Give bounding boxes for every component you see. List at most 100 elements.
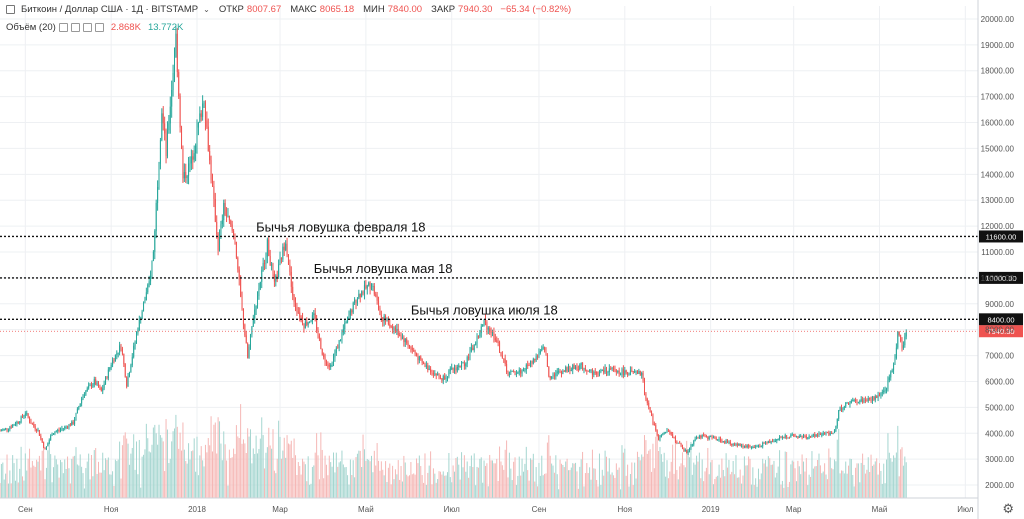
settings-icon[interactable] (70, 23, 80, 32)
volume-bar (656, 434, 658, 498)
candle-body (159, 140, 161, 164)
volume-bar (72, 456, 74, 498)
candle-body (411, 347, 413, 351)
candle-body (50, 435, 52, 441)
volume-bar (396, 474, 398, 498)
volume-bar (102, 452, 104, 498)
volume-bar (454, 471, 456, 498)
volume-bar (683, 465, 685, 498)
volume-bar (382, 469, 384, 498)
candle-body (22, 416, 24, 418)
candle-body (522, 370, 524, 372)
volume-bar (378, 460, 380, 498)
price-tick-label: 2000.00 (985, 481, 1014, 490)
candle-body (435, 373, 437, 376)
candle-body (392, 326, 394, 330)
volume-bar (677, 479, 679, 498)
volume-bar (223, 431, 225, 498)
volume-bar (700, 478, 702, 498)
candle-body (83, 394, 85, 396)
volume-bar (182, 422, 184, 498)
candle-body (96, 383, 98, 385)
time-tick-label: Мар (786, 505, 802, 514)
candle-body (106, 377, 108, 379)
time-axis[interactable]: Сен Ноя 2018 Мар Май Июл Сен Ноя 2019 Мар Май Июл (0, 497, 978, 514)
candle-body (560, 372, 562, 375)
volume-value: 2.868K (110, 22, 141, 33)
volume-bar (869, 472, 871, 498)
horizontal-lines[interactable]: Бычья ловушка февраля 18 11600.00 Бычья ло… (0, 219, 1023, 338)
price-tick-label: 9000.00 (985, 300, 1014, 309)
candle-body (649, 407, 651, 413)
candle-body (850, 400, 852, 404)
volume-bar (366, 458, 368, 498)
volume-bar (375, 465, 377, 498)
candle-body (608, 368, 610, 373)
candle-body (427, 365, 429, 370)
volume-bar (105, 458, 107, 498)
chevron-down-icon[interactable]: ⌄ (203, 5, 210, 14)
candle-body (355, 299, 357, 304)
candle-body (859, 401, 861, 403)
volume-bar (36, 459, 38, 498)
volume-bar (871, 465, 873, 498)
candle-body (20, 416, 22, 423)
symbol-title[interactable]: Биткоин / Доллар США · 1Д · BITSTAMP (21, 4, 199, 15)
price-axis[interactable]: 2000.00 3000.00 4000.00 5000.00 6000.00 7000.… (977, 0, 1015, 519)
candle-body (273, 274, 275, 282)
candles (0, 26, 907, 456)
volume-bar (88, 453, 90, 498)
volume-bar (504, 449, 506, 498)
candle-body (238, 269, 240, 280)
candle-body (658, 435, 660, 440)
close-icon[interactable] (82, 23, 92, 32)
volume-bar (710, 462, 712, 498)
volume-bar (807, 485, 809, 498)
volume-bar (219, 421, 221, 498)
candle-body (330, 365, 332, 367)
volume-bar (393, 479, 395, 498)
volume-bar (881, 483, 883, 498)
volume-bar (389, 463, 391, 498)
candle-body (520, 369, 522, 374)
volume-bar (193, 438, 195, 498)
candle-body (254, 309, 256, 319)
more-icon[interactable] (94, 23, 104, 32)
volume-bar (729, 474, 731, 498)
volume-bar (181, 450, 183, 498)
volume-label[interactable]: Объём (20) (6, 22, 56, 33)
gear-icon[interactable]: ⚙ (1002, 501, 1014, 516)
collapse-icon[interactable] (6, 5, 15, 14)
volume-bar (76, 464, 78, 498)
candle-body (492, 331, 494, 334)
candle-body (752, 446, 754, 448)
volume-bar (231, 457, 233, 498)
price-tick-label: 12000.00 (981, 222, 1015, 231)
volume-bar (532, 453, 534, 498)
volume-bar (681, 452, 683, 498)
candle-body (44, 447, 46, 450)
eye-icon[interactable] (58, 23, 68, 32)
volume-bar (888, 452, 890, 498)
volume-bar (604, 450, 606, 498)
volume-bar (628, 486, 630, 498)
candle-body (394, 327, 396, 331)
candle-body (596, 371, 598, 375)
candle-body (58, 430, 60, 432)
volume-bar (110, 474, 112, 498)
volume-bar (29, 448, 31, 498)
volume-bar (99, 472, 101, 498)
volume-bar (435, 482, 437, 498)
candle-body (656, 430, 658, 436)
candle-body (895, 347, 897, 358)
candle-body (476, 336, 478, 344)
volume-bar (370, 455, 372, 498)
candle-body (482, 324, 484, 327)
candle-body (57, 430, 59, 432)
volume-bar (691, 474, 693, 498)
candle-body (455, 368, 457, 371)
price-tick-label: 15000.00 (981, 144, 1015, 153)
volume-bar (247, 428, 249, 498)
volume-bar (155, 433, 157, 498)
